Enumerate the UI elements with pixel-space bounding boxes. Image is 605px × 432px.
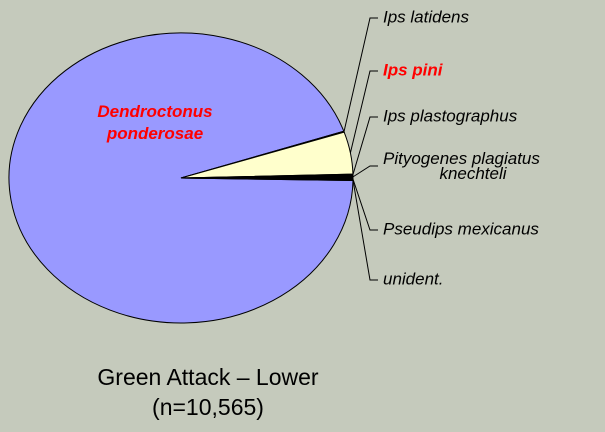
chart-subtitle: (n=10,565) xyxy=(152,394,264,420)
leader-line xyxy=(343,17,378,132)
label-line: Pityogenes plagiatus xyxy=(383,149,540,168)
slice-label: Dendroctonus ponderosae xyxy=(97,102,212,143)
leader-line xyxy=(352,179,378,231)
leader-line xyxy=(352,165,378,178)
label-line: knechteli xyxy=(439,164,507,183)
leader-line xyxy=(352,116,378,175)
leader-line xyxy=(352,179,378,281)
slice-label: Pityogenes plagiatus knechteli xyxy=(383,149,540,183)
label-line: Dendroctonus xyxy=(97,102,212,121)
slice-label: Ips pini xyxy=(383,60,444,79)
slice-label: unident. xyxy=(383,269,444,288)
leader-line xyxy=(349,70,378,153)
chart-title: Green Attack – Lower xyxy=(97,364,319,390)
slice-label: Ips latidens xyxy=(383,7,469,26)
slice-label: Ips plastographus xyxy=(383,106,518,125)
slice-label: Pseudips mexicanus xyxy=(383,219,539,238)
label-line: ponderosae xyxy=(106,124,203,143)
